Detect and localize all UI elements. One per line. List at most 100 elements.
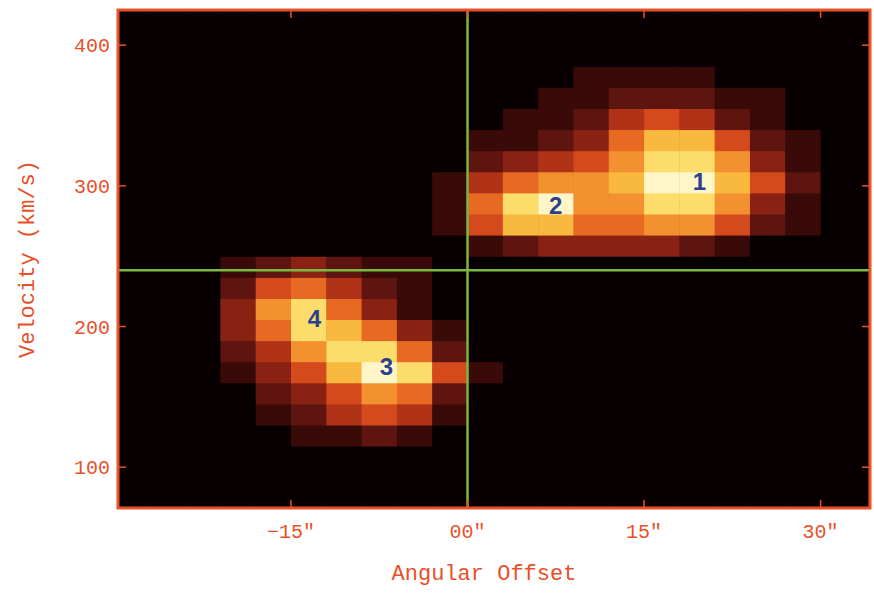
heat-cell	[785, 24, 821, 46]
heat-cell	[185, 319, 221, 341]
heat-cell	[150, 87, 186, 109]
heat-cell	[256, 87, 292, 109]
heat-cell	[291, 446, 327, 468]
heat-cell	[256, 66, 292, 88]
heat-cell	[679, 277, 715, 299]
heat-cell	[326, 319, 362, 341]
heat-cell	[468, 108, 504, 130]
heat-cell	[220, 341, 256, 363]
x-tick	[290, 500, 292, 508]
heat-cell	[679, 446, 715, 468]
heat-cell	[715, 130, 751, 152]
heat-cell	[609, 404, 645, 426]
heat-cell	[679, 66, 715, 88]
heat-cell	[609, 193, 645, 215]
heat-cell	[573, 298, 609, 320]
heat-cell	[644, 172, 680, 194]
heat-cell	[326, 108, 362, 130]
heat-cell	[856, 108, 870, 130]
y-tick	[118, 326, 126, 328]
heat-cell	[118, 151, 150, 173]
heat-cell	[432, 108, 468, 130]
heat-cell	[150, 277, 186, 299]
heat-cell	[326, 172, 362, 194]
heat-cell	[220, 235, 256, 257]
heat-cell	[821, 87, 857, 109]
heat-cell	[118, 446, 150, 468]
heat-cell	[118, 362, 150, 384]
heat-cell	[432, 298, 468, 320]
heat-cell	[185, 488, 221, 508]
heat-cell	[538, 151, 574, 173]
heat-cell	[256, 446, 292, 468]
x-tick-label: −15"	[267, 521, 315, 544]
heat-cell	[750, 214, 786, 236]
heat-cell	[538, 24, 574, 46]
heat-cell	[644, 467, 680, 489]
heat-cell	[432, 362, 468, 384]
y-tick	[118, 44, 126, 46]
heat-cell	[150, 362, 186, 384]
heat-cell	[468, 256, 504, 278]
heat-cell	[821, 362, 857, 384]
heat-cell	[750, 256, 786, 278]
x-tick-label: 00"	[450, 521, 486, 544]
heat-cell	[503, 172, 539, 194]
heat-cell	[468, 383, 504, 405]
heat-cell	[573, 66, 609, 88]
heat-cell	[609, 425, 645, 447]
heat-cell	[291, 10, 327, 25]
heat-cell	[715, 467, 751, 489]
heat-cell	[856, 24, 870, 46]
heat-cell	[644, 66, 680, 88]
heat-cell	[397, 298, 433, 320]
heat-cell	[715, 425, 751, 447]
heat-cell	[118, 467, 150, 489]
heat-cell	[150, 151, 186, 173]
heat-cell	[397, 214, 433, 236]
region-label: 1	[693, 168, 706, 195]
y-tick	[118, 466, 126, 468]
heat-cell	[715, 193, 751, 215]
heat-cell	[291, 383, 327, 405]
heat-cell	[573, 383, 609, 405]
heat-cell	[291, 108, 327, 130]
heat-cell	[118, 66, 150, 88]
heat-cell	[362, 467, 398, 489]
heat-cell	[785, 277, 821, 299]
heat-cell	[573, 341, 609, 363]
heat-cell	[362, 298, 398, 320]
heat-cell	[397, 151, 433, 173]
heat-cell	[256, 488, 292, 508]
heat-cell	[468, 319, 504, 341]
y-tick-label: 400	[74, 35, 110, 58]
heat-cell	[150, 298, 186, 320]
heat-cell	[291, 172, 327, 194]
plot-frame	[118, 10, 870, 508]
heat-cell	[185, 298, 221, 320]
heat-cell	[468, 66, 504, 88]
heat-cell	[644, 362, 680, 384]
heat-cell	[609, 298, 645, 320]
heat-cell	[715, 298, 751, 320]
heat-cell	[220, 193, 256, 215]
heat-cell	[715, 488, 751, 508]
heat-cell	[609, 66, 645, 88]
heat-cell	[220, 446, 256, 468]
heat-cell	[821, 446, 857, 468]
heat-cell	[256, 45, 292, 67]
heat-cell	[538, 341, 574, 363]
heat-cell	[326, 362, 362, 384]
heat-cell	[785, 319, 821, 341]
heat-cell	[362, 256, 398, 278]
heat-cell	[785, 488, 821, 508]
heat-cell	[291, 193, 327, 215]
heat-cell	[856, 172, 870, 194]
heat-cell	[503, 45, 539, 67]
heat-cell	[468, 488, 504, 508]
heat-cell	[326, 425, 362, 447]
heat-cell	[644, 425, 680, 447]
x-tick-top	[643, 10, 645, 18]
heat-cell	[185, 341, 221, 363]
heat-cell	[326, 24, 362, 46]
